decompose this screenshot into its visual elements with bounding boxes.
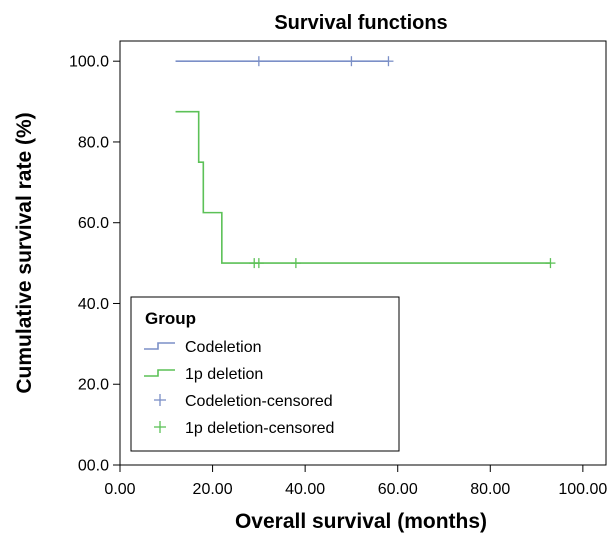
x-tick-label: 60.00 xyxy=(378,481,418,498)
legend-label: Codeletion-censored xyxy=(185,393,333,410)
legend-step-swatch xyxy=(144,342,175,350)
series-layer xyxy=(175,56,556,269)
x-axis-label: Overall survival (months) xyxy=(235,510,487,533)
legend-entry-1p-deletion: 1p deletion xyxy=(144,366,263,383)
legend-label: Codeletion xyxy=(185,339,262,356)
legend-entry-1p-deletion-censored: 1p deletion-censored xyxy=(154,420,334,437)
y-tick-label: 80.0 xyxy=(78,134,109,151)
legend-censor-swatch xyxy=(154,394,166,406)
censor-mark-1p-deletion xyxy=(290,258,301,269)
y-tick-label: 20.0 xyxy=(78,377,109,394)
censor-mark-1p-deletion xyxy=(253,258,264,269)
series-line-1p-deletion xyxy=(175,110,551,264)
legend: Group Codeletion 1p deletion Codeletion-ce… xyxy=(130,296,400,452)
x-tick-label: 40.00 xyxy=(285,481,325,498)
legend-censor-swatch xyxy=(154,421,166,433)
y-tick-label: 100.0 xyxy=(69,54,109,71)
x-tick-label: 100.00 xyxy=(558,481,607,498)
censor-mark-codeletion xyxy=(383,56,394,67)
y-tick-label: 60.0 xyxy=(78,215,109,232)
x-tick-label: 20.00 xyxy=(193,481,233,498)
x-tick-label: 0.00 xyxy=(104,481,135,498)
plot-frame xyxy=(119,40,607,466)
y-axis-label: Cumulative survival rate (%) xyxy=(13,112,36,393)
legend-entry-codeletion: Codeletion xyxy=(144,339,262,356)
censor-mark-codeletion xyxy=(253,56,264,67)
legend-label: 1p deletion-censored xyxy=(185,420,334,437)
chart-title: Survival functions xyxy=(274,12,447,34)
y-axis: 00.0 20.0 40.0 60.0 80.0 100.0 xyxy=(69,54,120,475)
censor-mark-1p-deletion xyxy=(545,258,556,269)
y-tick-label: 40.0 xyxy=(78,296,109,313)
legend-step-swatch xyxy=(144,369,175,377)
x-axis: 0.00 20.00 40.00 60.00 80.00 100.00 xyxy=(104,465,607,498)
legend-entry-codeletion-censored: Codeletion-censored xyxy=(154,393,333,410)
legend-title: Group xyxy=(145,309,196,328)
x-tick-label: 80.00 xyxy=(470,481,510,498)
y-tick-label: 00.0 xyxy=(78,458,109,475)
legend-label: 1p deletion xyxy=(185,366,263,383)
legend-box xyxy=(130,296,400,452)
censor-mark-codeletion xyxy=(346,56,357,67)
